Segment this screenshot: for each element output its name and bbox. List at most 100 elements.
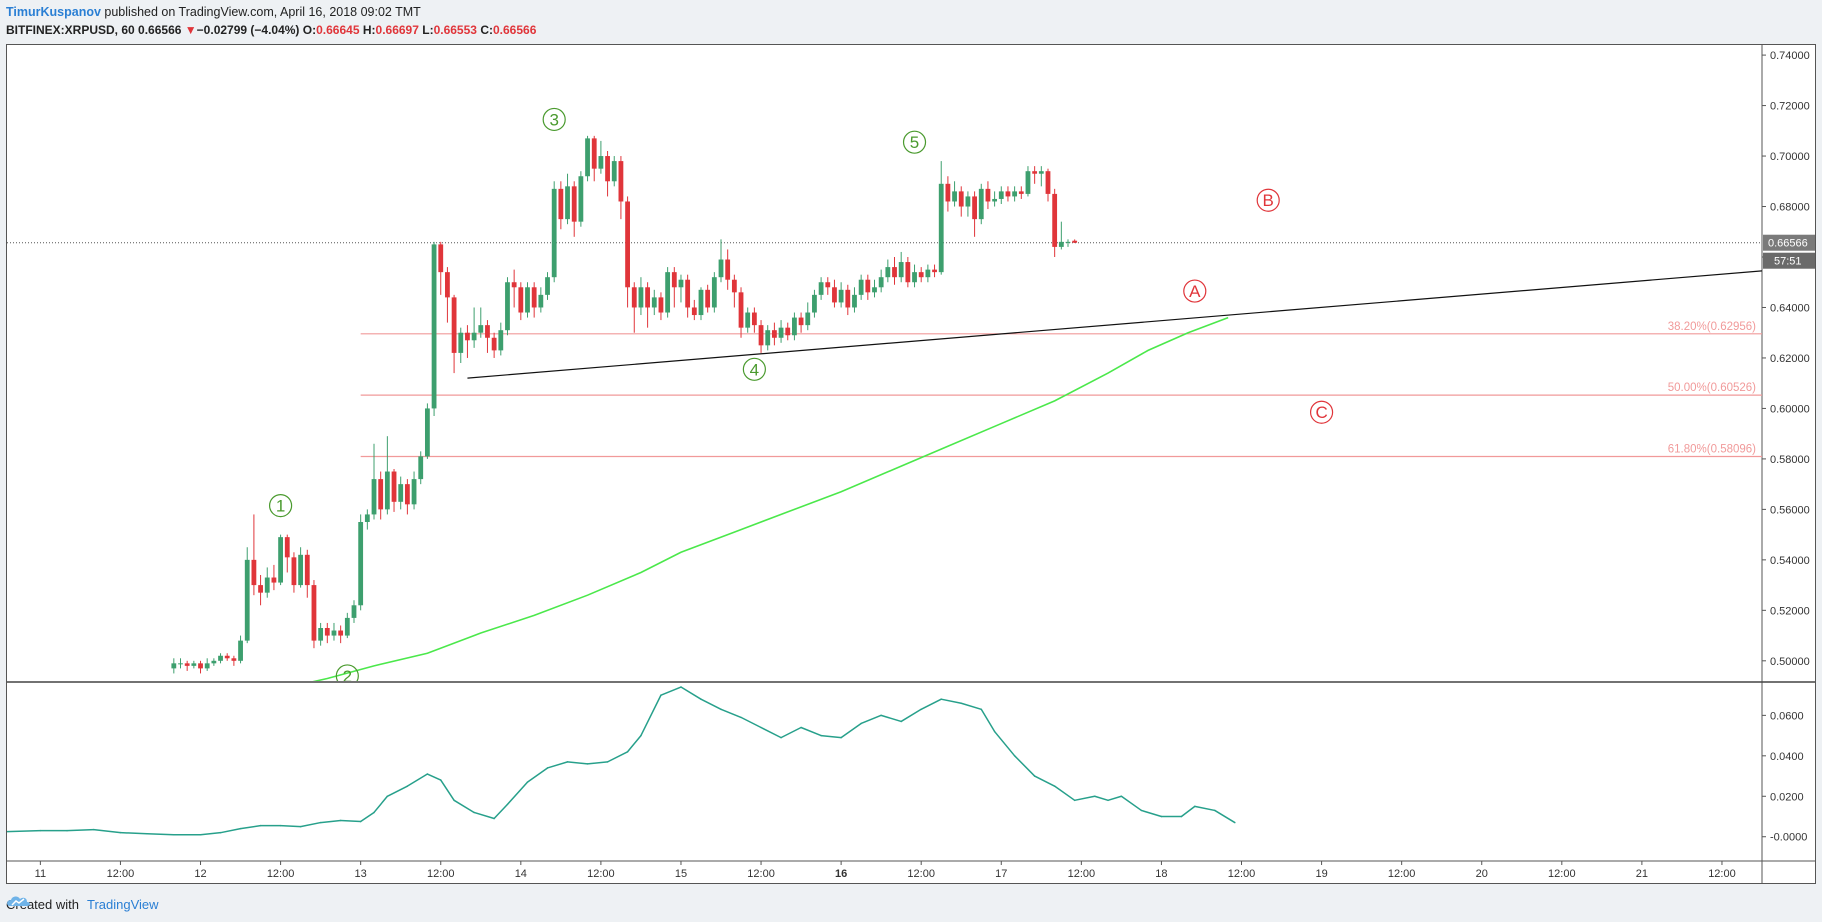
candle-body-up	[351, 605, 357, 618]
candle-body-up	[852, 294, 857, 308]
candle-body-up	[838, 289, 844, 303]
tradingview-cloud-icon	[7, 896, 30, 906]
time-tick-label: 12:00	[1388, 868, 1416, 880]
candle-body-up	[585, 138, 590, 177]
candle-body-down	[231, 658, 237, 661]
chart-frame[interactable]: 0.740000.720000.700000.680000.660000.640…	[6, 44, 1816, 884]
candle-body-up	[872, 287, 877, 293]
candle-body-down	[284, 537, 290, 558]
candle-body-down	[271, 577, 277, 583]
oscillator-segment	[566, 761, 589, 765]
candle-body-up	[331, 630, 337, 636]
candle-body-down	[518, 287, 524, 313]
candle-body-up	[812, 294, 817, 313]
candle-body-up	[431, 244, 437, 409]
candle-body-up	[578, 176, 584, 222]
price-tick-label: 0.64000	[1770, 302, 1810, 314]
candle-body-up	[358, 522, 364, 606]
candle-body-up	[191, 663, 197, 666]
wave-label-5: 5	[910, 133, 919, 152]
candle-body-down	[445, 272, 450, 298]
wave-label-A: A	[1189, 282, 1201, 301]
time-tick-label: 12:00	[907, 868, 935, 880]
main-pane[interactable]: 38.20%(0.62956) 50.00%(0.60526) 61.80%(0.5…	[7, 107, 1762, 687]
candle-body-down	[591, 138, 597, 169]
candle-body-up	[651, 297, 657, 308]
candle-body-up	[1058, 241, 1064, 247]
price-chart[interactable]: 0.740000.720000.700000.680000.660000.640…	[7, 45, 1815, 883]
oscillator-segment	[439, 779, 455, 802]
publish-line: TimurKuspanov published on TradingView.c…	[6, 3, 1816, 21]
oscillator-segment	[1013, 755, 1036, 777]
tradingview-label: TradingView	[86, 896, 159, 912]
candle-body-down	[658, 297, 664, 313]
oscillator-segment	[860, 714, 882, 725]
author-link[interactable]: TimurKuspanov	[6, 5, 101, 19]
oscillator-segment	[1073, 795, 1096, 802]
oscillator-segment	[960, 702, 983, 711]
candle-body-up	[925, 269, 931, 278]
candle-body-up	[525, 287, 530, 313]
oscillator-segment	[7, 829, 42, 833]
candle-body-down	[725, 259, 731, 280]
open-value: 0.66645	[316, 23, 360, 37]
price-tick-label: 0.52000	[1770, 605, 1810, 617]
down-arrow-icon: ▼	[184, 23, 197, 37]
oscillator-segment	[940, 698, 962, 704]
oscillator-segment	[820, 734, 842, 739]
wave-label-circle	[1309, 400, 1334, 424]
candle-body-down	[1032, 171, 1038, 174]
time-tick-label: 12:00	[267, 868, 295, 880]
wave-label-2: 2	[343, 667, 352, 686]
candle-body-up	[418, 456, 424, 480]
time-tick-label: 12:00	[107, 868, 135, 880]
candle-body-up	[344, 617, 350, 636]
fib-level-label: 61.80%(0.58096)	[1668, 443, 1756, 455]
tradingview-brand[interactable]: TradingView	[7, 896, 159, 912]
candle-body-up	[1012, 191, 1018, 197]
candle-body-down	[892, 267, 897, 278]
oscillator-segment	[506, 781, 529, 806]
candle-body-up	[238, 640, 243, 661]
oscillator-segment	[526, 767, 549, 783]
time-tick-label: 12:00	[1548, 868, 1576, 880]
candle-body-down	[451, 297, 457, 353]
candle-body-down	[798, 317, 804, 326]
wave-label-circle	[268, 493, 293, 518]
candle-body-up	[978, 188, 984, 220]
last-price: 0.66566	[138, 23, 182, 37]
oscillator-segment	[760, 726, 782, 739]
candle-body-up	[938, 183, 944, 273]
candle-body-up	[952, 191, 957, 202]
oscillator-segment	[359, 811, 375, 823]
candle-body-up	[765, 330, 771, 346]
oscillator-segment	[473, 811, 495, 820]
last-price-badge	[1763, 234, 1815, 251]
oscillator-segment	[386, 785, 409, 798]
candle-body-up	[1038, 171, 1044, 174]
candle-body-down	[1045, 171, 1051, 194]
oscillator-segment	[840, 722, 862, 739]
time-tick-label: 11	[35, 868, 46, 880]
candle-body-down	[198, 663, 203, 669]
time-tick-label: 12:00	[587, 868, 615, 880]
candle-body-down	[291, 557, 297, 586]
candle-body-up	[298, 554, 304, 586]
candle-body-up	[711, 277, 717, 308]
oscillator-segment	[299, 821, 322, 828]
candle-body-up	[551, 188, 557, 278]
oscillator-segment	[1214, 809, 1236, 824]
price-change: −0.02799 (−4.04%)	[196, 23, 300, 37]
oscillator-segment	[740, 716, 762, 729]
candle-body-down	[1052, 193, 1058, 247]
candle-body-up	[858, 279, 864, 295]
candle-body-up	[1065, 241, 1071, 243]
candle-body-down	[324, 628, 330, 636]
wave-label-circle	[335, 664, 359, 681]
wave-label-circle	[742, 357, 766, 381]
oscillator-segment	[1033, 775, 1056, 787]
oscillator-segment	[900, 708, 922, 723]
oscillator-segment	[1093, 795, 1109, 802]
countdown-badge-text: 57:51	[1774, 256, 1802, 268]
candle-body-up	[698, 289, 704, 316]
